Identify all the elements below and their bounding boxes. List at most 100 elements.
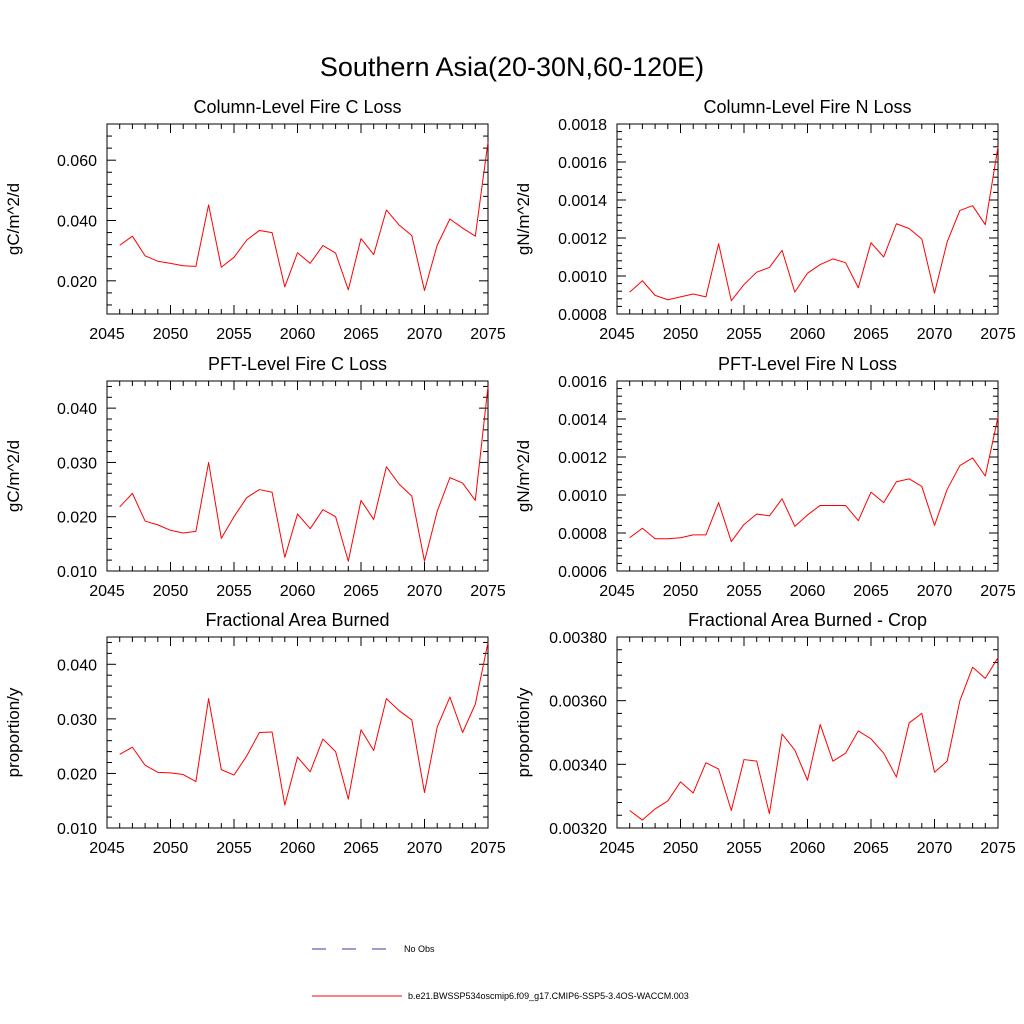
x-tick-label: 2055	[216, 840, 252, 857]
panel-title: Column-Level Fire C Loss	[193, 97, 401, 117]
y-axis-label: gN/m^2/d	[514, 440, 533, 512]
series-line	[119, 386, 489, 562]
plot-frame	[106, 123, 489, 315]
chart-panels: Column-Level Fire C Loss 2045 2050 2055 2060…	[4, 97, 1016, 857]
y-tick-label: 0.00360	[549, 694, 607, 711]
y-tick-label: 0.00340	[549, 757, 607, 774]
y-tick-label: 0.020	[57, 274, 97, 291]
x-tick-label: 2045	[599, 583, 635, 600]
figure-title: Southern Asia(20-30N,60-120E)	[320, 52, 704, 82]
y-tick-label: 0.030	[57, 712, 97, 729]
y-tick-label: 0.0008	[558, 307, 607, 324]
x-tick-label: 2070	[407, 583, 443, 600]
y-tick-label: 0.0006	[558, 564, 607, 581]
chart-panel: Column-Level Fire C Loss 2045 2050 2055 2060…	[4, 97, 506, 343]
y-tick-label: 0.00320	[549, 821, 607, 838]
y-tick-label: 0.0014	[558, 193, 607, 210]
y-tick-label: 0.0016	[558, 155, 607, 172]
chart-panel: PFT-Level Fire N Loss 2045 2050 2055 2060 206…	[514, 354, 1016, 600]
y-tick-label: 0.00380	[549, 630, 607, 647]
y-axis-label: proportion/y	[4, 687, 23, 777]
y-tick-label: 0.0016	[558, 374, 607, 391]
y-tick-label: 0.020	[57, 510, 97, 527]
x-tick-label: 2060	[790, 583, 826, 600]
x-tick-label: 2050	[663, 326, 699, 343]
x-tick-label: 2065	[343, 326, 379, 343]
y-tick-label: 0.0014	[558, 412, 607, 429]
y-tick-label: 0.040	[57, 657, 97, 674]
x-tick-label: 2075	[980, 840, 1016, 857]
panel-title: Column-Level Fire N Loss	[703, 97, 911, 117]
legend-obs-label: No Obs	[404, 944, 435, 954]
x-tick-label: 2060	[790, 840, 826, 857]
y-tick-label: 0.0010	[558, 269, 607, 286]
y-tick-label: 0.0010	[558, 488, 607, 505]
series-line	[629, 416, 999, 543]
plot-frame	[106, 380, 489, 572]
y-tick-label: 0.0012	[558, 450, 607, 467]
legend-model-label: b.e21.BWSSP534oscmip6.f09_g17.CMIP6-SSP5…	[408, 991, 689, 1001]
panel-title: PFT-Level Fire C Loss	[208, 354, 387, 374]
x-tick-label: 2070	[407, 326, 443, 343]
x-tick-label: 2060	[280, 583, 316, 600]
series-line	[119, 142, 489, 291]
x-tick-label: 2050	[663, 583, 699, 600]
panel-title: PFT-Level Fire N Loss	[718, 354, 897, 374]
y-axis-label: gC/m^2/d	[4, 440, 23, 512]
chart-panel: Column-Level Fire N Loss 2045 2050 2055 2060…	[514, 97, 1016, 343]
x-tick-label: 2060	[790, 326, 826, 343]
x-tick-label: 2070	[407, 840, 443, 857]
x-tick-label: 2075	[980, 583, 1016, 600]
legend: No Obs b.e21.BWSSP534oscmip6.f09_g17.CMI…	[312, 944, 689, 1001]
x-tick-label: 2055	[726, 583, 762, 600]
y-tick-label: 0.040	[57, 401, 97, 418]
y-tick-label: 0.020	[57, 766, 97, 783]
x-tick-label: 2060	[280, 840, 316, 857]
x-tick-label: 2065	[853, 326, 889, 343]
y-tick-label: 0.0012	[558, 231, 607, 248]
series-line	[119, 642, 489, 806]
x-tick-label: 2055	[216, 583, 252, 600]
y-axis-label: gC/m^2/d	[4, 183, 23, 255]
x-tick-label: 2075	[980, 326, 1016, 343]
x-tick-label: 2055	[216, 326, 252, 343]
series-line	[629, 146, 999, 302]
plot-frame	[616, 123, 999, 315]
panel-title: Fractional Area Burned - Crop	[688, 610, 927, 630]
y-axis-label: proportion/y	[514, 687, 533, 777]
x-tick-label: 2065	[853, 583, 889, 600]
y-tick-label: 0.010	[57, 564, 97, 581]
y-axis-label: gN/m^2/d	[514, 183, 533, 255]
plot-frame	[616, 636, 999, 829]
x-tick-label: 2050	[153, 840, 189, 857]
plot-frame	[616, 380, 999, 572]
x-tick-label: 2065	[343, 583, 379, 600]
x-tick-label: 2050	[153, 583, 189, 600]
x-tick-label: 2075	[470, 326, 506, 343]
x-tick-label: 2075	[470, 583, 506, 600]
y-tick-label: 0.0008	[558, 526, 607, 543]
x-tick-label: 2075	[470, 840, 506, 857]
x-tick-label: 2045	[599, 840, 635, 857]
y-tick-label: 0.030	[57, 455, 97, 472]
x-tick-label: 2045	[89, 583, 125, 600]
x-tick-label: 2050	[663, 840, 699, 857]
x-tick-label: 2050	[153, 326, 189, 343]
x-tick-label: 2060	[280, 326, 316, 343]
x-tick-label: 2065	[343, 840, 379, 857]
y-tick-label: 0.0018	[558, 117, 607, 134]
x-tick-label: 2055	[726, 326, 762, 343]
chart-panel: PFT-Level Fire C Loss 2045 2050 2055 2060 206…	[4, 354, 506, 600]
chart-panel: Fractional Area Burned - Crop 2045 2050 205…	[514, 610, 1016, 857]
panel-title: Fractional Area Burned	[205, 610, 389, 630]
chart-panel: Fractional Area Burned 2045 2050 2055 2060 20…	[4, 610, 506, 857]
x-tick-label: 2045	[89, 326, 125, 343]
y-tick-label: 0.040	[57, 214, 97, 231]
x-tick-label: 2045	[599, 326, 635, 343]
x-tick-label: 2065	[853, 840, 889, 857]
x-tick-label: 2070	[917, 326, 953, 343]
series-line	[629, 657, 999, 821]
plot-frame	[106, 636, 489, 829]
x-tick-label: 2055	[726, 840, 762, 857]
